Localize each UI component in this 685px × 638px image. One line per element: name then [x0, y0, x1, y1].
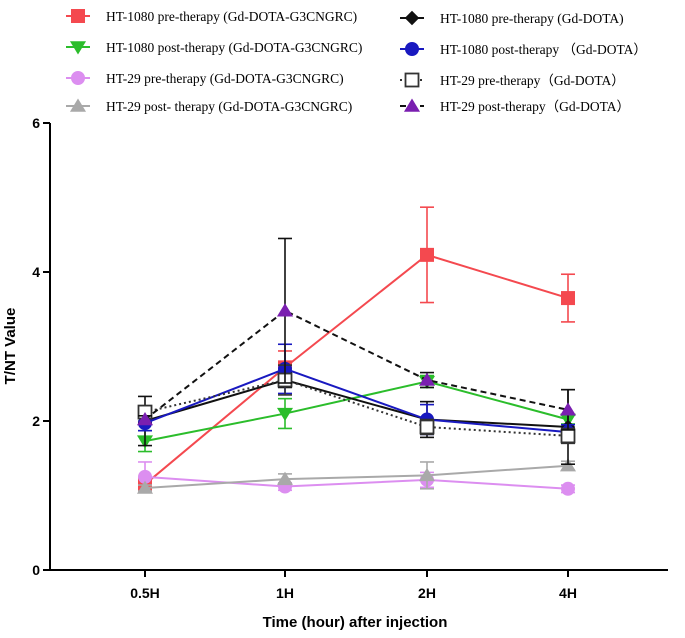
legend-marker	[69, 41, 87, 55]
legend-item-2: HT-1080 post-therapy (Gd-DOTA-G3CNGRC)	[66, 40, 362, 55]
legend-label: HT-29 pre-therapy（Gd-DOTA）	[440, 73, 625, 88]
series-line	[144, 378, 569, 428]
data-point	[559, 458, 577, 472]
x-tick-label: 0.5H	[130, 585, 160, 601]
data-point	[419, 419, 435, 435]
series-6	[138, 343, 575, 441]
series-line	[144, 253, 569, 486]
series-line	[144, 378, 569, 437]
series-8	[136, 237, 577, 431]
legend-label: HT-1080 post-therapy (Gd-DOTA-G3CNGRC)	[106, 40, 362, 55]
legend-label: HT-29 post- therapy (Gd-DOTA-G3CNGRC)	[106, 99, 352, 114]
series-4	[136, 458, 577, 494]
x-ticks: 0.5H 1H 2H 4H	[130, 570, 577, 601]
legend-label: HT-29 post-therapy（Gd-DOTA）	[440, 99, 630, 114]
legend-item-8: HT-29 post-therapy（Gd-DOTA）	[400, 98, 630, 114]
data-point	[420, 247, 434, 262]
data-point	[561, 291, 575, 306]
legend-label: HT-1080 pre-therapy (Gd-DOTA)	[440, 11, 624, 26]
data-point	[560, 428, 576, 444]
legend-label: HT-29 pre-therapy (Gd-DOTA-G3CNGRC)	[106, 71, 344, 86]
legend-item-1: HT-1080 pre-therapy (Gd-DOTA-G3CNGRC)	[66, 9, 357, 24]
series-line	[144, 464, 569, 490]
legend-item-4: HT-29 post- therapy (Gd-DOTA-G3CNGRC)	[66, 98, 352, 114]
data-point	[276, 303, 294, 317]
legend-marker	[71, 71, 85, 85]
y-tick-label: 0	[32, 562, 40, 578]
legend-item-7: HT-29 pre-therapy（Gd-DOTA）	[400, 72, 625, 88]
data-point	[136, 480, 154, 494]
legend-marker	[405, 42, 419, 56]
series-group	[136, 206, 577, 496]
legend-marker	[403, 98, 421, 112]
y-axis-title: T/NT Value	[2, 308, 19, 385]
series-line	[144, 380, 569, 443]
series-5	[137, 371, 576, 466]
legend-label: HT-1080 post-therapy （Gd-DOTA）	[440, 42, 647, 57]
y-tick-label: 4	[32, 264, 40, 280]
legend-marker	[71, 9, 85, 23]
series-2	[136, 374, 577, 453]
legend-marker	[69, 98, 87, 112]
x-tick-label: 2H	[418, 585, 436, 601]
legend-item-6: HT-1080 post-therapy （Gd-DOTA）	[400, 42, 647, 57]
legend: HT-1080 pre-therapy (Gd-DOTA-G3CNGRC) HT-…	[66, 9, 647, 114]
data-point	[276, 471, 294, 485]
data-point	[418, 467, 436, 482]
series-line	[144, 475, 569, 490]
legend-label: HT-1080 pre-therapy (Gd-DOTA-G3CNGRC)	[106, 9, 357, 24]
legend-marker	[404, 10, 420, 26]
data-point	[418, 372, 436, 386]
data-point	[561, 481, 575, 496]
data-point	[559, 402, 577, 416]
x-tick-label: 4H	[559, 585, 577, 601]
legend-item-5: HT-1080 pre-therapy (Gd-DOTA)	[400, 10, 624, 26]
legend-item-3: HT-29 pre-therapy (Gd-DOTA-G3CNGRC)	[66, 71, 344, 86]
data-point	[136, 412, 154, 426]
series-1	[138, 206, 575, 492]
legend-marker	[404, 72, 420, 88]
y-ticks: 0 2 4 6	[32, 115, 50, 578]
data-point	[276, 407, 294, 422]
plot-area: 0 2 4 6 0.5H 1H 2H 4H	[32, 115, 668, 601]
x-axis-title: Time (hour) after injection	[263, 614, 448, 631]
x-tick-label: 1H	[276, 585, 294, 601]
y-tick-label: 2	[32, 413, 40, 429]
y-tick-label: 6	[32, 115, 40, 131]
series-3	[138, 461, 575, 496]
